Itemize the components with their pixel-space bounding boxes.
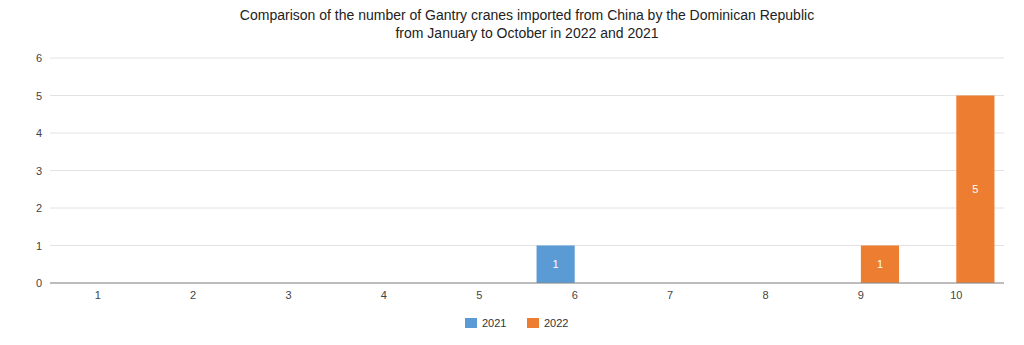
data-label: 1 xyxy=(877,258,883,270)
legend: 2021 2022 xyxy=(465,317,568,329)
bar xyxy=(861,246,899,284)
chart-svg: Comparison of the number of Gantry crane… xyxy=(0,0,1024,345)
grid-line xyxy=(50,283,1004,284)
x-tick-label: 3 xyxy=(285,289,291,301)
data-label: 5 xyxy=(972,183,978,195)
grid xyxy=(50,58,1004,283)
y-tick-label: 1 xyxy=(36,240,42,252)
title-line: from January to October in 2022 and 2021 xyxy=(395,25,658,41)
title: Comparison of the number of Gantry crane… xyxy=(240,7,814,41)
x-tick-label: 8 xyxy=(762,289,768,301)
grid-line xyxy=(50,58,1004,59)
grid-line xyxy=(50,133,1004,134)
y-tick-label: 6 xyxy=(36,52,42,64)
legend-swatch xyxy=(527,318,539,328)
y-tick-label: 5 xyxy=(36,90,42,102)
legend-label: 2022 xyxy=(544,317,568,329)
grid-line xyxy=(50,208,1004,209)
chart-container: Comparison of the number of Gantry crane… xyxy=(0,0,1024,345)
y-tick-label: 0 xyxy=(36,277,42,289)
grid-line xyxy=(50,95,1004,96)
x-tick-label: 9 xyxy=(858,289,864,301)
x-tick-label: 2 xyxy=(190,289,196,301)
x-axis-line xyxy=(50,283,1004,284)
legend-label: 2021 xyxy=(482,317,506,329)
legend-swatch xyxy=(465,318,477,328)
y-tick-label: 4 xyxy=(36,127,42,139)
data-label: 1 xyxy=(553,258,559,270)
bar xyxy=(956,96,994,284)
y-tick-label: 3 xyxy=(36,165,42,177)
x-tick-label: 1 xyxy=(95,289,101,301)
grid-line xyxy=(50,170,1004,171)
bar xyxy=(537,246,575,284)
x-tick-label: 7 xyxy=(667,289,673,301)
y-tick-label: 2 xyxy=(36,202,42,214)
x-tick-label: 5 xyxy=(476,289,482,301)
x-tick-label: 6 xyxy=(572,289,578,301)
x-tick-label: 10 xyxy=(950,289,962,301)
title-line: Comparison of the number of Gantry crane… xyxy=(240,7,814,23)
x-tick-label: 4 xyxy=(381,289,387,301)
bars xyxy=(537,96,995,284)
